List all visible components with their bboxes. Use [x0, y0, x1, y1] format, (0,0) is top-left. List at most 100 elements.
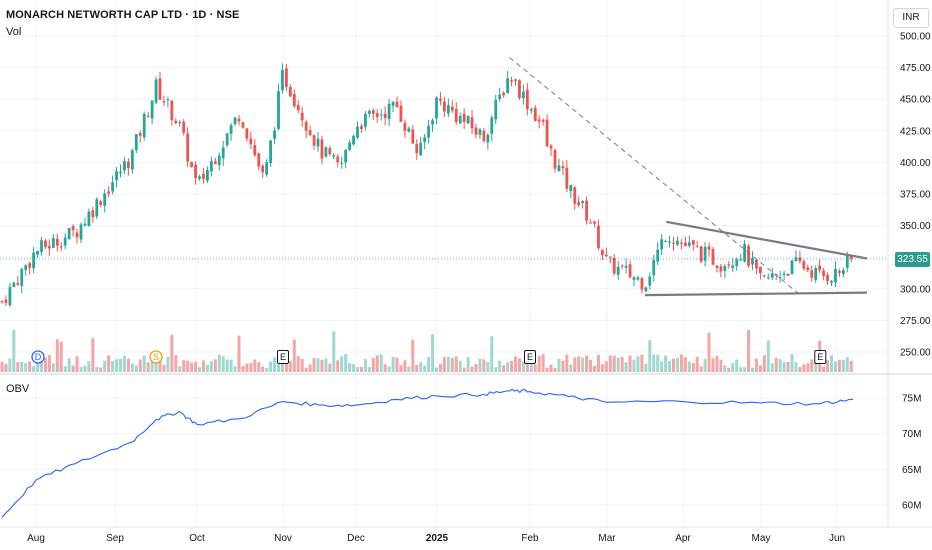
candle [628, 260, 632, 279]
volume-bar [20, 361, 24, 372]
volume-bar [660, 361, 664, 372]
candle [162, 95, 166, 107]
candle [841, 267, 845, 278]
volume-bar [699, 366, 703, 372]
volume-bar [249, 362, 253, 372]
candle [450, 100, 454, 113]
candle [119, 164, 122, 178]
candle [676, 236, 679, 247]
candle [529, 107, 533, 114]
obv-pane [1, 388, 854, 518]
volume-bar [841, 360, 845, 372]
candle [470, 110, 474, 135]
candle [59, 241, 63, 251]
volume-bar [253, 359, 257, 372]
volume-bar [814, 361, 818, 372]
volume-bar [138, 359, 142, 372]
event-marker-e[interactable]: E [524, 350, 536, 364]
currency-button[interactable]: INR [893, 8, 929, 28]
volume-bar [190, 362, 194, 372]
volume-bar [636, 356, 640, 372]
candle [130, 148, 134, 174]
candle [51, 233, 55, 248]
candle [340, 156, 344, 169]
volume-bar [719, 359, 723, 372]
volume-bar [502, 365, 506, 372]
event-marker-d[interactable]: D [31, 350, 45, 364]
volume-bar [67, 358, 71, 372]
candle [553, 148, 557, 173]
obv-line [1, 388, 854, 518]
candle [40, 236, 43, 256]
candle [371, 108, 375, 120]
event-marker-e[interactable]: E [814, 350, 827, 364]
candle [644, 286, 648, 293]
candle [379, 109, 383, 121]
candle [415, 139, 419, 160]
volume-bar [71, 365, 75, 372]
candle [174, 118, 178, 125]
volume-bar [604, 361, 608, 372]
volume-bar [273, 357, 277, 372]
volume-bar [794, 362, 798, 372]
candle [593, 220, 596, 228]
candle [557, 158, 561, 172]
price-tick-label: 400.00 [900, 158, 931, 169]
svg-text:E: E [280, 352, 286, 362]
volume-bar [359, 366, 363, 372]
volume-bar [431, 334, 435, 372]
volume-bar [28, 361, 32, 372]
candle [648, 272, 652, 290]
volume-bar [822, 366, 826, 372]
volume-bar [356, 367, 359, 372]
candle [731, 258, 735, 272]
candle [332, 152, 336, 160]
candle [518, 79, 521, 100]
volume-bar [399, 365, 403, 372]
volume-bar [63, 366, 67, 372]
time-tick-label: Oct [189, 533, 205, 544]
event-marker-s[interactable]: S [149, 350, 163, 364]
candle [166, 96, 170, 108]
volume-bar [95, 366, 99, 372]
volume-bar [16, 362, 20, 372]
candle [727, 260, 731, 269]
volume-bar [51, 363, 55, 372]
volume-bar [352, 364, 356, 372]
volume-bar [640, 354, 644, 372]
candle [304, 119, 308, 139]
volume-bar [209, 361, 213, 372]
volume-bar [845, 357, 849, 372]
candle [458, 112, 462, 125]
candle [44, 238, 47, 250]
volume-bar [703, 358, 707, 372]
candle [150, 100, 154, 125]
candle [154, 76, 158, 105]
candle [514, 78, 517, 86]
candle [691, 239, 695, 251]
candle [735, 257, 739, 271]
volume-bar [186, 360, 190, 372]
candle [466, 115, 470, 124]
candle [107, 186, 111, 198]
resistance-line[interactable] [666, 220, 868, 260]
volume-bar [557, 358, 561, 372]
candle [419, 136, 423, 156]
volume-bar [8, 358, 12, 372]
candle [435, 96, 438, 125]
candle [245, 127, 249, 142]
time-tick-label: Apr [675, 533, 691, 544]
support-line[interactable] [644, 291, 868, 297]
candle [75, 228, 79, 244]
event-marker-e[interactable]: E [277, 350, 289, 364]
volume-bar [581, 357, 585, 372]
volume-bar [802, 364, 806, 372]
candle [431, 118, 434, 132]
candle [680, 239, 683, 250]
dashed-trendline[interactable] [509, 57, 800, 295]
volume-bar [837, 359, 841, 372]
candle [723, 263, 727, 278]
candle [446, 98, 450, 118]
candle [261, 164, 265, 178]
